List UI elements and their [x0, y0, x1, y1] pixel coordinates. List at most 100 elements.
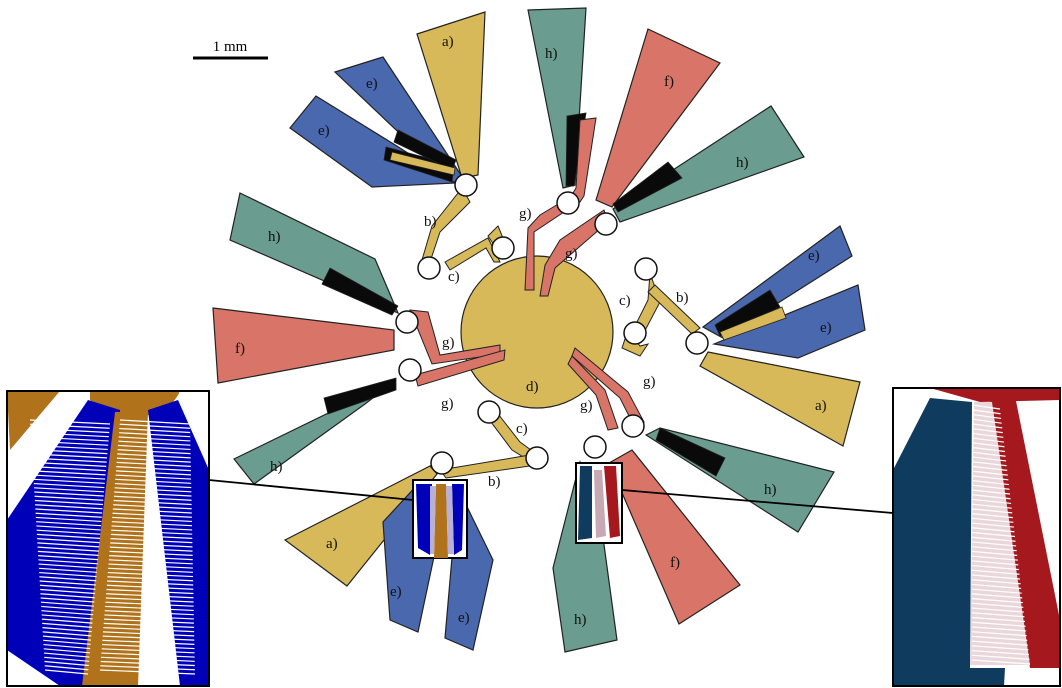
- electrode-finger: [112, 516, 192, 523]
- electrode-finger: [103, 631, 195, 637]
- electrode-finger: [30, 423, 110, 429]
- electrode-finger: [40, 597, 95, 603]
- label-d: d): [526, 379, 539, 395]
- electrode-finger: [971, 555, 1018, 561]
- electrode-finger: [116, 461, 191, 467]
- electrode-finger: [113, 495, 192, 501]
- label-f: f): [664, 74, 674, 90]
- electrode-finger: [971, 579, 1021, 585]
- electrode-finger: [971, 607, 1024, 613]
- electrode-finger: [109, 554, 193, 561]
- electrode-finger: [100, 656, 195, 662]
- scale-bar-label: 1 mm: [213, 39, 248, 55]
- electrode-finger: [114, 491, 192, 497]
- electrode-finger: [117, 444, 191, 451]
- electrode-finger: [35, 504, 103, 510]
- electrode-finger: [971, 465, 1008, 471]
- electrode-finger: [113, 499, 192, 506]
- electrode-finger: [33, 474, 106, 480]
- electrode-finger: [971, 640, 1028, 646]
- electrode-finger: [102, 643, 195, 650]
- electrode-finger: [34, 499, 103, 506]
- electrode-finger: [116, 457, 191, 463]
- electrode-finger: [41, 610, 94, 616]
- electrode-finger: [111, 521, 193, 527]
- electrode-finger: [29, 419, 111, 425]
- electrode-finger: [971, 598, 1023, 604]
- label-f: f): [235, 341, 245, 357]
- electrode-finger: [32, 457, 107, 463]
- contact-rings: [395, 173, 709, 475]
- label-h: h): [764, 482, 777, 498]
- electrode-finger: [43, 639, 91, 645]
- electrode-finger: [971, 546, 1017, 552]
- electrode-finger: [971, 508, 1013, 514]
- electrode-finger: [116, 466, 191, 472]
- electrode-finger: [971, 489, 1011, 495]
- electrode-finger: [30, 427, 110, 434]
- electrode-finger: [117, 453, 191, 459]
- inset-right: [892, 387, 1061, 687]
- electrode-finger: [105, 597, 194, 603]
- label-g: g): [441, 396, 454, 412]
- electrode-finger: [971, 550, 1018, 556]
- electrode-finger: [38, 554, 99, 561]
- electrode-finger: [107, 580, 194, 586]
- electrode-finger: [971, 517, 1014, 523]
- electrode-finger: [102, 635, 195, 641]
- electrode-finger: [41, 614, 93, 620]
- electrode-finger: [32, 461, 107, 467]
- electrode-finger: [38, 563, 98, 569]
- electrode-finger: [971, 583, 1022, 590]
- electrode-finger: [119, 427, 191, 434]
- electrode-finger: [971, 531, 1016, 538]
- electrode-finger: [971, 413, 1002, 420]
- electrode-finger: [971, 631, 1027, 637]
- electrode-finger: [971, 513, 1013, 519]
- electrode-finger: [971, 574, 1021, 580]
- electrode-finger: [104, 610, 194, 616]
- electrode-finger: [971, 409, 1001, 415]
- electrode-finger: [39, 580, 96, 586]
- electrode-finger: [105, 605, 194, 612]
- electrode-finger: [34, 491, 104, 497]
- electrode-finger: [971, 621, 1026, 627]
- label-a: a): [442, 34, 454, 50]
- electrode-finger: [115, 470, 192, 476]
- electrode-finger: [971, 612, 1025, 618]
- label-f: f): [670, 555, 680, 571]
- electrode-finger: [971, 602, 1024, 608]
- electrode-finger: [32, 466, 106, 472]
- electrode-finger: [43, 652, 90, 658]
- label-h: h): [574, 612, 587, 628]
- electrode-finger: [34, 487, 105, 493]
- label-g: g): [519, 206, 532, 222]
- electrode-finger: [971, 654, 1030, 660]
- electrode-finger: [41, 618, 93, 624]
- electrode-finger: [971, 418, 1002, 424]
- label-h: h): [736, 155, 749, 171]
- electrode-finger: [101, 648, 195, 654]
- label-e: e): [820, 320, 832, 336]
- electrode-finger: [102, 639, 195, 645]
- electrode-finger: [40, 601, 95, 607]
- inset-left: [6, 390, 210, 687]
- electrode-finger: [33, 478, 105, 484]
- electrode-finger: [971, 503, 1012, 509]
- electrode-finger: [113, 504, 192, 510]
- electrode-finger: [40, 588, 96, 595]
- electrode-finger: [118, 436, 191, 442]
- label-c: c): [448, 269, 460, 285]
- electrode-finger: [119, 423, 191, 429]
- electrode-finger: [110, 533, 193, 540]
- label-e: e): [458, 610, 470, 626]
- electrode-finger: [36, 529, 101, 535]
- label-e: e): [808, 248, 820, 264]
- electrode-finger: [110, 538, 193, 544]
- electrode-finger: [971, 428, 1003, 434]
- electrode-finger: [971, 475, 1009, 481]
- electrode-finger: [31, 444, 108, 451]
- label-h: h): [270, 459, 283, 475]
- electrode-finger: [108, 567, 193, 573]
